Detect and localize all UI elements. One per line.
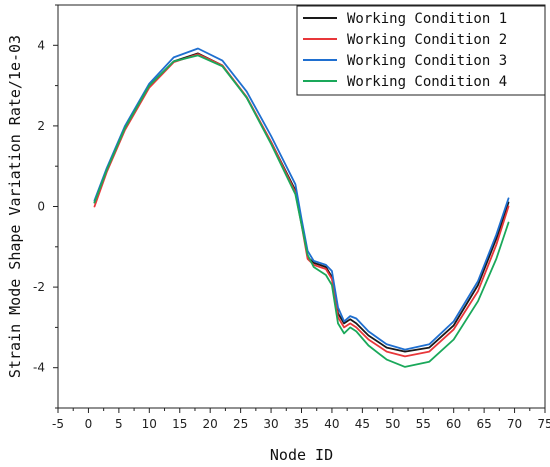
x-tick-label: 35 <box>294 417 309 431</box>
x-tick-label: -5 <box>52 417 64 431</box>
legend-label-4: Working Condition 4 <box>347 74 507 90</box>
y-axis-title: Strain Mode Shape Variation Rate/1e-03 <box>6 35 24 378</box>
series-line-2 <box>93 53 510 358</box>
y-tick-label: 0 <box>37 200 45 214</box>
legend-label-1: Working Condition 1 <box>347 11 507 27</box>
y-tick-label: -4 <box>33 361 45 375</box>
x-tick-label: 20 <box>203 417 218 431</box>
x-tick-label: 30 <box>263 417 278 431</box>
legend-box <box>296 5 546 96</box>
x-tick-label: 70 <box>507 417 522 431</box>
y-tick-label: -2 <box>33 280 45 294</box>
y-tick-label: 2 <box>37 119 45 133</box>
x-tick-label: 75 <box>537 417 550 431</box>
x-tick-label: 55 <box>416 417 431 431</box>
y-axis: -4 -2 0 2 4 <box>33 4 58 409</box>
legend-label-3: Working Condition 3 <box>347 53 507 69</box>
x-tick-label: 45 <box>355 417 370 431</box>
series-line-3 <box>93 47 510 351</box>
x-tick-label: 25 <box>233 417 248 431</box>
legend: Working Condition 1 Working Condition 2 Wo… <box>296 5 546 96</box>
x-tick-label: 60 <box>446 417 461 431</box>
legend-label-2: Working Condition 2 <box>347 32 507 48</box>
x-tick-label: 15 <box>172 417 187 431</box>
x-tick-label: 50 <box>385 417 400 431</box>
x-tick-label: 5 <box>115 417 123 431</box>
x-tick-label: 10 <box>142 417 157 431</box>
x-axis-title: Node ID <box>270 446 333 464</box>
series-line-4 <box>93 54 510 368</box>
x-axis: -5 0 5 10 15 20 25 30 35 40 45 50 55 60 65 70 75 <box>52 408 550 431</box>
series-layer <box>93 47 510 368</box>
series-line-1 <box>93 52 510 353</box>
y-tick-label: 4 <box>37 38 45 52</box>
x-tick-label: 0 <box>85 417 93 431</box>
x-tick-label: 65 <box>476 417 491 431</box>
x-tick-label: 40 <box>324 417 339 431</box>
